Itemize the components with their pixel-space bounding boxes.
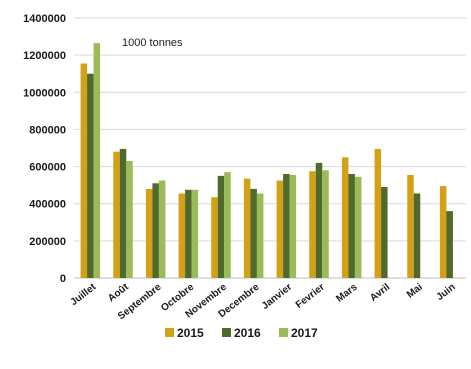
bar-2017 — [354, 176, 362, 278]
bar-2017 — [158, 180, 166, 278]
y-tick-label: 600000 — [29, 162, 66, 174]
x-axis-ticks: Juillet AoûtSeptembreOctobreNovembreDecem… — [69, 281, 458, 322]
y-tick-label: 1200000 — [23, 50, 66, 62]
bar-2016 — [348, 174, 355, 278]
bar-2017 — [126, 161, 133, 278]
bar-2017 — [93, 43, 101, 279]
bar-2015 — [178, 193, 186, 278]
bar-2016 — [119, 148, 127, 278]
bar-2016 — [152, 183, 159, 278]
legend-label: 2015 — [177, 326, 204, 340]
legend-swatch — [165, 328, 174, 337]
y-axis-ticks: 0 200000 400000 600000 800000 1000000 1200000 1… — [23, 13, 66, 285]
bar-2016 — [185, 189, 192, 278]
bar-2015 — [243, 178, 251, 278]
legend: 2015 2016 2017 — [165, 326, 318, 340]
bar-2016 — [250, 188, 257, 278]
bar-2017 — [289, 174, 297, 278]
x-tick-label: Août — [106, 281, 131, 304]
x-tick-label: Mai — [405, 282, 425, 301]
bar-2017 — [256, 193, 264, 278]
bar-2016 — [413, 193, 421, 278]
bar-2015 — [309, 171, 316, 278]
legend-label: 2017 — [291, 326, 318, 340]
y-tick-label: 1000000 — [23, 87, 66, 99]
bar-2016 — [446, 211, 453, 278]
bars — [80, 43, 453, 279]
bar-2016 — [381, 187, 388, 278]
bar-2017 — [322, 170, 329, 278]
bar-2015 — [439, 186, 447, 278]
bar-2015 — [80, 63, 88, 278]
legend-swatch — [222, 328, 231, 337]
bar-2017 — [191, 189, 199, 278]
bar-2015 — [374, 148, 382, 278]
bar-2015 — [113, 151, 120, 278]
x-tick-label: Fevrier — [294, 282, 327, 311]
bar-2015 — [407, 174, 414, 278]
x-tick-label: Avril — [368, 282, 392, 304]
y-tick-label: 200000 — [29, 236, 66, 248]
gridlines — [74, 17, 466, 279]
x-tick-label: Juin — [435, 282, 458, 303]
y-tick-label: 0 — [60, 273, 66, 285]
x-tick-label: Juillet — [69, 281, 99, 308]
bar-2015 — [211, 197, 218, 278]
y-tick-label: 400000 — [29, 199, 66, 211]
annotation: 1000 tonnes — [122, 37, 183, 49]
x-tick-label: Mars — [334, 281, 360, 304]
bar-2015 — [341, 157, 349, 278]
x-tick-label: Janvier — [260, 282, 294, 312]
bar-2016 — [87, 73, 94, 278]
bar-2016 — [217, 175, 225, 278]
legend-swatch — [279, 328, 288, 337]
y-tick-label: 1400000 — [23, 13, 66, 25]
bar-2015 — [145, 188, 153, 278]
bar-2016 — [315, 162, 323, 278]
bar-2016 — [283, 174, 290, 278]
bar-2017 — [224, 172, 231, 278]
y-tick-label: 800000 — [29, 124, 66, 136]
bar-2015 — [276, 180, 284, 278]
legend-label: 2016 — [234, 326, 261, 340]
